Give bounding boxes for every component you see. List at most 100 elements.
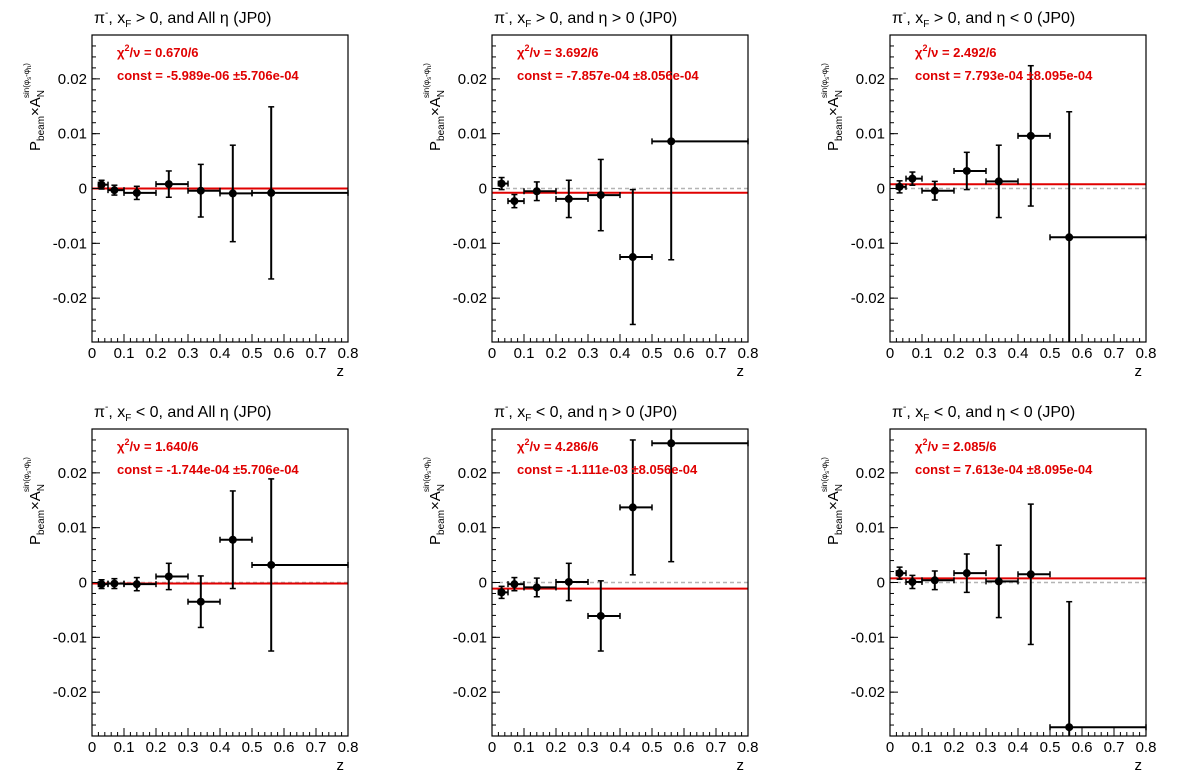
chart-5-chi2-text: χ2/ν = 4.286/6 — [517, 437, 599, 454]
chart-4-const-text: const = -1.744e-04 ±5.706e-04 — [117, 462, 299, 477]
chart-6-ytick-label: 0 — [877, 575, 885, 592]
chart-3-ytick-label: 0.02 — [856, 71, 885, 88]
chart-5-marker-3 — [532, 583, 541, 592]
chart-1-ytick-label: -0.02 — [53, 290, 87, 307]
chart-3-marker-4 — [962, 166, 971, 175]
chart-1-point-3 — [123, 185, 157, 201]
chart-3-marker-6 — [1026, 131, 1035, 140]
chart-2: π-, xF > 0, and η > 0 (JP0) 0 0.1 0.2 0.3 0.4… — [422, 8, 758, 380]
chart-4-ytick-label: 0 — [79, 575, 87, 592]
chart-3-marker-2 — [908, 174, 917, 183]
chart-5-xtick-label: 0.3 — [578, 739, 599, 756]
chart-1-ytick-label: -0.01 — [53, 235, 87, 252]
chart-4-xtick-label: 0.2 — [146, 739, 167, 756]
chart-2-marker-2 — [510, 197, 519, 206]
chart-3-title: π-, xF > 0, and η < 0 (JP0) — [892, 8, 1075, 30]
chart-1-x-axis-label: z — [337, 363, 345, 380]
chart-1-marker-4 — [164, 180, 173, 189]
chart-1-ytick-label: 0.01 — [58, 126, 87, 143]
chart-2-xtick-label: 0.8 — [738, 345, 759, 362]
chart-5-y-axis-label: Pbeam×ANsin(φs-φh) — [422, 457, 447, 545]
chart-1-xtick-label: 0.6 — [274, 345, 295, 362]
chart-5-ytick-label: 0 — [479, 575, 487, 592]
chart-5-marker-5 — [596, 611, 605, 620]
chart-6-ytick-label: 0.01 — [856, 520, 885, 537]
chart-5-ytick-label: 0.02 — [458, 465, 487, 482]
chart-4-marker-7 — [267, 560, 276, 569]
chart-3-x-axis-label: z — [1135, 363, 1143, 380]
chart-1-xtick-label: 0.5 — [242, 345, 263, 362]
chart-3-xtick-label: 0.2 — [944, 345, 965, 362]
chart-1-marker-5 — [196, 186, 205, 195]
chart-4-marker-4 — [164, 572, 173, 581]
chart-6-xtick-label: 0.8 — [1136, 739, 1157, 756]
chart-3-xtick-label: 0.3 — [976, 345, 997, 362]
chart-6-xtick-label: 0.5 — [1040, 739, 1061, 756]
chart-5-point-4 — [555, 562, 589, 602]
chart-2-point-5 — [587, 158, 621, 232]
chart-3-xtick-label: 0.8 — [1136, 345, 1157, 362]
chart-2-xtick-label: 0.6 — [674, 345, 695, 362]
chart-1-xtick-label: 0 — [88, 345, 96, 362]
chart-4-xtick-label: 0.1 — [114, 739, 135, 756]
chart-2-xtick-label: 0 — [488, 345, 496, 362]
chart-3-ytick-label: 0 — [877, 181, 885, 198]
chart-5-marker-2 — [510, 580, 519, 589]
chart-4-point-1 — [97, 579, 109, 590]
chart-5-point-3 — [523, 577, 557, 598]
chart-1-y-axis-label: Pbeam×ANsin(φs-φh) — [22, 63, 47, 151]
chart-1-marker-1 — [97, 180, 106, 189]
chart-6-xtick-label: 0.2 — [944, 739, 965, 756]
chart-2-point-1 — [497, 176, 509, 191]
chart-3-marker-7 — [1065, 233, 1074, 242]
chart-3-point-7 — [1049, 111, 1147, 342]
chart-5-point-2 — [507, 576, 525, 592]
chart-4-title: π-, xF < 0, and All η (JP0) — [94, 402, 271, 424]
chart-4-point-4 — [155, 562, 189, 591]
chart-3-xtick-label: 0.6 — [1072, 345, 1093, 362]
chart-2-ytick-label: -0.02 — [453, 290, 487, 307]
chart-2-xtick-label: 0.5 — [642, 345, 663, 362]
chart-4-xtick-label: 0.8 — [338, 739, 359, 756]
chart-2-xtick-label: 0.1 — [514, 345, 535, 362]
chart-1-marker-3 — [132, 188, 141, 197]
chart-4-marker-2 — [110, 579, 119, 588]
chart-6-point-1 — [895, 566, 907, 580]
chart-5-ytick-label: -0.02 — [453, 684, 487, 701]
chart-5-xtick-label: 0.8 — [738, 739, 759, 756]
chart-6-point-3 — [921, 570, 955, 591]
chart-1-title: π-, xF > 0, and All η (JP0) — [94, 8, 271, 30]
chart-1-xtick-label: 0.8 — [338, 345, 359, 362]
chart-2-ytick-label: 0.02 — [458, 71, 487, 88]
chart-5-xtick-label: 0.4 — [610, 739, 631, 756]
chart-2-marker-5 — [596, 191, 605, 200]
chart-1-point-1 — [97, 179, 109, 190]
chart-4-y-axis-label: Pbeam×ANsin(φs-φh) — [22, 457, 47, 545]
chart-6-point-5 — [985, 544, 1019, 619]
chart-3-ytick-label: -0.01 — [851, 235, 885, 252]
chart-1-point-2 — [107, 184, 125, 196]
chart-4-ytick-label: -0.01 — [53, 629, 87, 646]
chart-5-point-6 — [619, 439, 653, 576]
chart-3-point-1 — [895, 180, 907, 194]
chart-4-point-2 — [107, 577, 125, 590]
chart-4-xtick-label: 0.5 — [242, 739, 263, 756]
chart-1-marker-2 — [110, 186, 119, 195]
chart-6-marker-5 — [994, 577, 1003, 586]
chart-4-marker-5 — [196, 597, 205, 606]
chart-3-point-3 — [921, 180, 955, 201]
chart-5-xtick-label: 0.5 — [642, 739, 663, 756]
chart-6-const-text: const = 7.613e-04 ±8.095e-04 — [915, 462, 1093, 477]
chart-6-ytick-label: 0.02 — [856, 465, 885, 482]
chart-6-point-7 — [1049, 600, 1147, 736]
chart-5-marker-4 — [564, 577, 573, 586]
chart-1-xtick-label: 0.7 — [306, 345, 327, 362]
chart-1-marker-7 — [267, 188, 276, 197]
chart-2-xtick-label: 0.2 — [546, 345, 567, 362]
chart-5-xtick-label: 0.2 — [546, 739, 567, 756]
chart-6-chi2-text: χ2/ν = 2.085/6 — [915, 437, 997, 454]
chart-6-xtick-label: 0.7 — [1104, 739, 1125, 756]
chart-5-point-1 — [497, 585, 509, 600]
chart-6-xtick-label: 0.4 — [1008, 739, 1029, 756]
